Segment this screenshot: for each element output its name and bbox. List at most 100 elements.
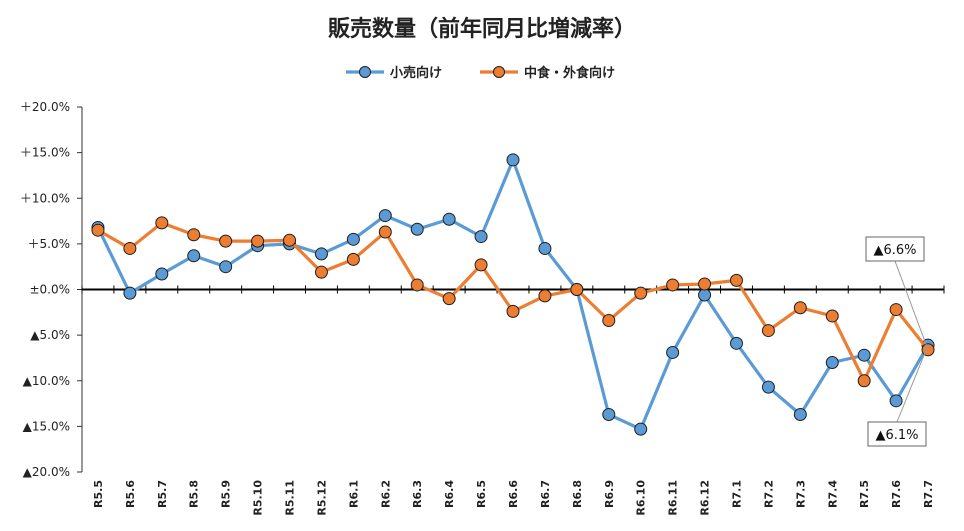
data-point	[155, 216, 169, 230]
data-point	[761, 324, 775, 338]
callout: ▲6.1%	[867, 344, 929, 447]
legend-marker	[359, 66, 371, 78]
x-tick-label: R6.3	[411, 480, 424, 508]
data-point	[793, 301, 807, 315]
data-point	[602, 314, 616, 328]
legend-label: 小売向け	[390, 65, 442, 81]
y-tick-label: ±0.0%	[29, 283, 70, 297]
data-point	[474, 230, 488, 244]
callout-label: ▲6.1%	[875, 428, 918, 443]
x-tick-label: R5.12	[315, 480, 328, 516]
data-point	[251, 234, 265, 248]
x-tick-label: R7.1	[730, 480, 743, 508]
data-point	[123, 241, 137, 255]
y-tick-label: ▲15.0%	[23, 419, 70, 433]
x-tick-label: R6.5	[475, 480, 488, 508]
data-point	[698, 277, 712, 291]
data-point	[666, 345, 680, 359]
data-point	[474, 258, 488, 272]
chart-title: 販売数量（前年同月比増減率）	[328, 16, 636, 42]
y-tick-label: ＋20.0%	[20, 100, 70, 114]
y-axis: ＋20.0% ＋15.0% ＋10.0% ＋5.0% ±0.0% ▲5.0% ▲10.0% ▲…	[20, 100, 83, 479]
data-point	[538, 289, 552, 303]
data-point	[729, 273, 743, 287]
data-point	[378, 225, 392, 239]
data-point	[570, 283, 584, 296]
x-tick-label: R7.7	[922, 480, 935, 508]
data-point	[506, 304, 520, 318]
series-line	[96, 158, 930, 431]
y-tick-label: ▲5.0%	[30, 328, 70, 342]
data-point	[314, 265, 328, 279]
x-tick-label: R5.6	[124, 480, 137, 508]
x-axis: R5.5 R5.6 R5.7 R5.8 R5.9 R5.10 R5.11 R5.12 R6.1 R…	[81, 285, 945, 516]
x-tick-label: R6.10	[635, 480, 648, 516]
data-point	[666, 278, 680, 292]
data-point	[442, 212, 456, 226]
data-point	[283, 233, 297, 247]
x-tick-label: R6.6	[507, 480, 520, 508]
x-tick-label: R5.7	[156, 480, 169, 508]
data-point	[187, 249, 201, 263]
data-point	[314, 247, 328, 261]
data-point	[346, 252, 360, 266]
legend: 小売向け 中食・外食向け	[346, 65, 615, 81]
data-point	[825, 356, 839, 369]
data-point	[698, 288, 712, 302]
data-point	[634, 286, 648, 300]
data-point	[346, 232, 360, 246]
callout-box	[865, 236, 925, 262]
data-point	[123, 286, 137, 300]
callout-leader	[896, 344, 929, 423]
data-point	[91, 223, 105, 237]
data-point	[442, 292, 456, 306]
x-tick-label: R6.1	[347, 480, 360, 508]
data-point	[410, 278, 424, 292]
y-tick-label: ＋5.0%	[28, 237, 71, 251]
data-point	[155, 267, 169, 281]
series-retail	[91, 153, 935, 436]
data-point	[889, 394, 903, 408]
x-tick-label: R5.8	[188, 480, 201, 508]
data-point	[857, 348, 871, 362]
x-tick-label: R6.4	[443, 480, 456, 508]
y-tick-label: ＋15.0%	[20, 146, 70, 160]
data-point	[825, 309, 839, 323]
legend-marker	[493, 66, 505, 78]
x-tick-label: R6.12	[699, 480, 712, 516]
series-foodservice	[91, 216, 935, 388]
x-tick-label: R6.9	[603, 480, 616, 508]
data-point	[219, 234, 233, 248]
data-point	[634, 422, 648, 436]
callout: ▲6.6%	[865, 236, 929, 350]
y-tick-label: ＋10.0%	[20, 191, 70, 205]
series-layer	[91, 153, 935, 436]
x-tick-label: R6.7	[539, 480, 552, 508]
x-tick-label: R7.6	[890, 480, 903, 508]
data-point	[602, 408, 616, 422]
x-tick-label: R7.2	[762, 480, 775, 508]
data-point	[410, 222, 424, 236]
x-tick-label: R5.9	[220, 480, 233, 508]
data-point	[219, 260, 233, 274]
annotation-layer: ▲6.6% ▲6.1%	[865, 236, 929, 447]
callout-box	[867, 421, 927, 447]
y-tick-label: ▲10.0%	[23, 374, 70, 388]
data-point	[729, 336, 743, 350]
data-point	[506, 153, 520, 167]
data-point	[857, 374, 871, 388]
x-tick-label: R5.5	[92, 480, 105, 508]
callout-label: ▲6.6%	[873, 243, 916, 258]
y-tick-label: ▲20.0%	[23, 465, 70, 479]
data-point	[761, 380, 775, 394]
x-tick-label: R5.11	[284, 480, 297, 516]
x-tick-label: R6.11	[667, 480, 680, 516]
data-point	[538, 241, 552, 255]
x-tick-label: R7.4	[826, 480, 839, 508]
data-point	[187, 228, 201, 242]
x-tick-label: R7.3	[794, 480, 807, 508]
x-tick-label: R6.2	[379, 480, 392, 508]
callout-leader	[894, 260, 929, 350]
x-tick-label: R5.10	[252, 480, 265, 516]
